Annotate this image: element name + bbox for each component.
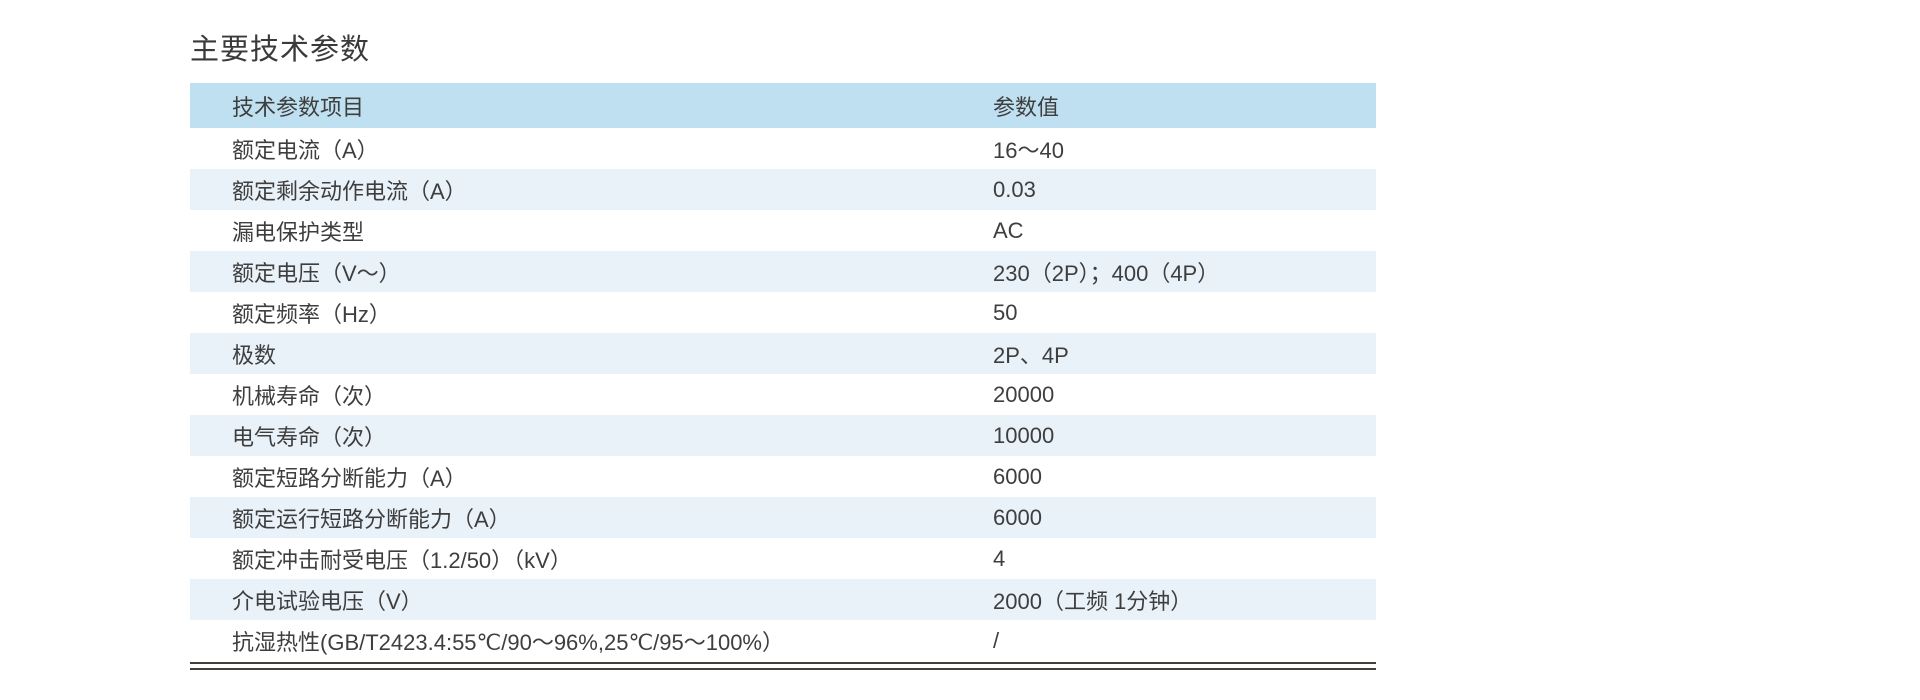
param-value: 10000 xyxy=(993,422,1055,448)
table-row: 机械寿命（次） 20000 xyxy=(190,374,1376,415)
param-name: 额定电压（V～） xyxy=(232,260,401,286)
param-value: 16～40 xyxy=(993,137,1064,163)
page-title: 主要技术参数 xyxy=(190,34,371,66)
table-row: 额定电压（V～） 230（2P）；400（4P） xyxy=(190,251,1376,292)
param-value: 50 xyxy=(993,299,1018,325)
param-name: 额定电流（A） xyxy=(232,137,379,163)
param-value: 2P、4P xyxy=(993,342,1069,368)
table-row: 额定短路分断能力（A） 6000 xyxy=(190,456,1376,497)
param-value: 6000 xyxy=(993,463,1042,489)
param-name: 额定剩余动作电流（A） xyxy=(232,178,467,204)
param-value: 4 xyxy=(993,545,1006,571)
param-name: 介电试验电压（V） xyxy=(232,588,423,614)
param-value: 2000（工频 1分钟） xyxy=(993,588,1193,614)
param-name: 额定频率（Hz） xyxy=(232,301,391,327)
table-row: 额定电流（A） 16～40 xyxy=(190,128,1376,169)
param-name: 漏电保护类型 xyxy=(232,219,365,245)
param-name: 机械寿命（次） xyxy=(232,383,387,409)
table-row: 额定运行短路分断能力（A） 6000 xyxy=(190,497,1376,538)
column-header-value: 参数值 xyxy=(993,94,1060,120)
param-value: 20000 xyxy=(993,381,1055,407)
table-row: 额定频率（Hz） 50 xyxy=(190,292,1376,333)
param-name: 额定运行短路分断能力（A） xyxy=(232,506,511,532)
param-name: 额定短路分断能力（A） xyxy=(232,465,467,491)
table-bottom-double-rule xyxy=(190,662,1376,670)
table-header-row: 技术参数项目 参数值 xyxy=(190,83,1376,128)
column-header-item: 技术参数项目 xyxy=(232,94,365,120)
spec-table: 技术参数项目 参数值 额定电流（A） 16～40 额定剩余动作电流（A） 0.0… xyxy=(190,83,1376,670)
param-name: 抗湿热性(GB/T2423.4:55℃/90～96%,25℃/95～100%） xyxy=(232,629,784,655)
table-row: 抗湿热性(GB/T2423.4:55℃/90～96%,25℃/95～100%） … xyxy=(190,620,1376,661)
param-value: 0.03 xyxy=(993,176,1036,202)
param-name: 电气寿命（次） xyxy=(232,424,387,450)
param-value: 230（2P）；400（4P） xyxy=(993,260,1220,286)
table-row: 极数 2P、4P xyxy=(190,333,1376,374)
param-name: 额定冲击耐受电压（1.2/50）（kV） xyxy=(232,547,572,573)
table-body: 额定电流（A） 16～40 额定剩余动作电流（A） 0.03 漏电保护类型 AC… xyxy=(190,128,1376,661)
param-name: 极数 xyxy=(232,342,277,368)
param-value: AC xyxy=(993,217,1024,243)
table-row: 介电试验电压（V） 2000（工频 1分钟） xyxy=(190,579,1376,620)
param-value: 6000 xyxy=(993,504,1042,530)
table-row: 额定剩余动作电流（A） 0.03 xyxy=(190,169,1376,210)
table-row: 电气寿命（次） 10000 xyxy=(190,415,1376,456)
table-row: 漏电保护类型 AC xyxy=(190,210,1376,251)
param-value: / xyxy=(993,627,1000,653)
table-row: 额定冲击耐受电压（1.2/50）（kV） 4 xyxy=(190,538,1376,579)
